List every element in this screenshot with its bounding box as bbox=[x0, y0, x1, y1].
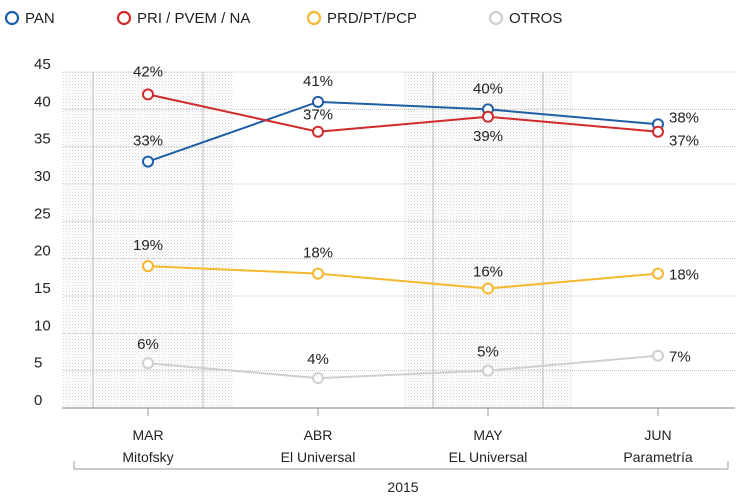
data-point bbox=[312, 95, 324, 108]
data-point bbox=[312, 372, 324, 385]
x-tick-source: EL Universal bbox=[449, 449, 528, 465]
y-tick-label: 45 bbox=[34, 56, 51, 73]
shaded-bands bbox=[63, 72, 573, 408]
y-tick-label: 35 bbox=[34, 131, 51, 148]
legend-marker bbox=[4, 10, 20, 26]
y-tick-label: 40 bbox=[34, 93, 51, 110]
legend-label: OTROS bbox=[509, 10, 562, 27]
data-label: 16% bbox=[473, 264, 503, 281]
y-axis: 0 5 10 15 20 25 30 35 40 45 bbox=[34, 56, 51, 409]
data-label: 5% bbox=[477, 344, 499, 361]
legend-marker bbox=[488, 10, 504, 26]
gridlines bbox=[62, 71, 735, 409]
data-label: 41% bbox=[303, 73, 333, 90]
y-tick-label: 30 bbox=[34, 168, 51, 185]
legend-marker bbox=[116, 10, 132, 26]
data-point bbox=[312, 267, 324, 280]
data-point bbox=[142, 357, 154, 370]
data-label: 7% bbox=[669, 349, 691, 366]
series-points bbox=[142, 88, 664, 385]
x-tick-source: Parametría bbox=[623, 449, 692, 465]
legend-label: PAN bbox=[25, 10, 55, 27]
y-tick-label: 20 bbox=[34, 243, 51, 260]
shaded-band-may bbox=[403, 72, 573, 408]
data-point bbox=[482, 282, 494, 295]
legend-label: PRD/PT/PCP bbox=[327, 10, 417, 27]
data-labels: 33% 41% 40% 38% 42% 37% 39% 37% 19% 18% 16% 18% 6% 4%… bbox=[133, 63, 699, 368]
series-line-2 bbox=[147, 265, 659, 290]
shaded-band-mar bbox=[63, 72, 233, 408]
data-label: 6% bbox=[137, 336, 159, 353]
x-tick-source: El Universal bbox=[281, 449, 356, 465]
legend-label: PRI / PVEM / NA bbox=[137, 10, 250, 27]
series-line-1 bbox=[147, 93, 659, 133]
x-tick-label: MAR bbox=[132, 427, 163, 443]
x-axis: MAR Mitofsky ABR El Universal MAY EL Universa… bbox=[73, 408, 729, 495]
data-label: 40% bbox=[473, 80, 503, 97]
data-label: 4% bbox=[307, 351, 329, 368]
data-point bbox=[652, 267, 664, 280]
legend: PAN PRI / PVEM / NA PRD/PT/PCP OTROS bbox=[4, 10, 562, 27]
x-tick-label: JUN bbox=[644, 427, 671, 443]
x-tick-source: Mitofsky bbox=[122, 449, 173, 465]
data-point bbox=[652, 125, 664, 138]
series-line-0 bbox=[147, 100, 659, 163]
data-point bbox=[142, 260, 154, 273]
data-label: 38% bbox=[669, 109, 699, 126]
x-tick-label: MAY bbox=[473, 427, 503, 443]
data-label: 39% bbox=[473, 128, 503, 145]
data-point bbox=[312, 125, 324, 138]
series-line-3 bbox=[147, 354, 659, 380]
data-label: 37% bbox=[669, 133, 699, 150]
legend-marker bbox=[306, 10, 322, 26]
data-label: 19% bbox=[133, 237, 163, 254]
data-label: 42% bbox=[133, 63, 163, 80]
data-label: 18% bbox=[303, 245, 333, 262]
x-tick-label: ABR bbox=[304, 427, 333, 443]
data-label: 37% bbox=[303, 107, 333, 124]
data-point bbox=[482, 364, 494, 377]
y-tick-label: 10 bbox=[34, 317, 51, 334]
data-label: 18% bbox=[669, 267, 699, 284]
y-tick-label: 5 bbox=[34, 355, 42, 372]
series-lines bbox=[147, 93, 659, 380]
data-label: 33% bbox=[133, 133, 163, 150]
y-tick-label: 25 bbox=[34, 205, 51, 222]
data-point bbox=[482, 110, 494, 123]
data-point bbox=[142, 155, 154, 168]
data-point bbox=[652, 349, 664, 362]
data-point bbox=[142, 88, 154, 101]
y-tick-label: 15 bbox=[34, 280, 51, 297]
year-label: 2015 bbox=[387, 479, 418, 495]
y-tick-label: 0 bbox=[34, 392, 42, 409]
